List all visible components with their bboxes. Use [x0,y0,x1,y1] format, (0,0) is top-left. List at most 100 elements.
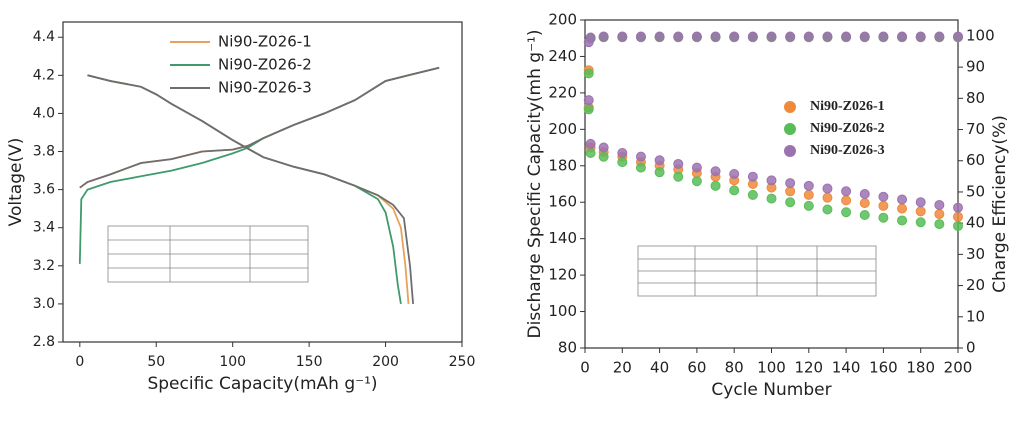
point [729,31,740,42]
point [841,195,852,206]
point [915,206,926,217]
legend-label: Ni90-Z026-3 [810,143,885,158]
y-tick-label: 3.2 [33,258,55,274]
y2-tick-label: 0 [966,339,976,357]
point [710,166,721,177]
point [585,148,596,159]
y-tick-label: 200 [548,120,577,138]
point [785,31,796,42]
point [934,31,945,42]
x-tick-label: 180 [906,359,935,377]
y-tick-label: 4.4 [33,29,55,45]
y2-tick-label: 90 [966,58,985,76]
x-tick-label: 50 [147,354,165,370]
legend-label: Ni90-Z026-1 [218,33,312,51]
y2-tick-label: 10 [966,307,985,325]
point [822,183,833,194]
x-tick-label: 160 [869,359,898,377]
x-tick-label: 0 [75,354,84,370]
point [747,31,758,42]
y-tick-label: 4.2 [33,67,55,83]
point [822,31,833,42]
x-tick-label: 60 [687,359,706,377]
y2-tick-label: 30 [966,245,985,263]
x-tick-label: 100 [757,359,786,377]
point [766,193,777,204]
point [585,138,596,149]
legend-swatch [784,101,796,113]
point [859,198,870,209]
point [673,158,684,169]
x-tick-label: 140 [832,359,861,377]
chart: 0 20 40 60 80 100 120 140 160 180 2008010012014016… [525,11,1010,401]
point [785,197,796,208]
point [841,186,852,197]
x-axis-label: Cycle Number [711,380,831,400]
point [785,186,796,197]
point [897,215,908,226]
x-tick-label: 200 [372,354,399,370]
point [841,31,852,42]
point [934,219,945,230]
point [617,157,628,168]
y-tick-label: 220 [548,83,577,101]
point [915,31,926,42]
x-axis-label: Specific Capacity(mAh g⁻¹) [147,374,377,394]
point [859,189,870,200]
point [654,155,665,166]
point [878,200,889,211]
point [878,31,889,42]
x-tick-label: 0 [580,359,590,377]
y-tick-label: 3.8 [33,144,55,160]
x-tick-label: 250 [449,354,476,370]
x-tick-label: 80 [725,359,744,377]
x-tick-label: 120 [794,359,823,377]
point [635,31,646,42]
x-tick-label: 200 [944,359,973,377]
y-tick-label: 180 [548,156,577,174]
point [691,162,702,173]
y2-tick-label: 60 [966,151,985,169]
plot-frame [62,21,463,343]
point [598,142,609,153]
point [878,212,889,223]
point [915,197,926,208]
point [729,168,740,179]
point [673,171,684,182]
point [747,171,758,182]
point [859,31,870,42]
point [803,180,814,191]
legend-label: Ni90-Z026-1 [810,99,885,114]
point [841,207,852,218]
point [583,104,594,115]
y-tick-label: 4.0 [33,105,55,121]
y-axis-label: Voltage(V) [6,138,26,227]
point [953,220,963,231]
point [878,191,889,202]
y2-tick-label: 50 [966,182,985,200]
point [673,31,684,42]
y-tick-label: 140 [548,229,577,247]
point [897,31,908,42]
legend-swatch [784,145,796,157]
point [915,217,926,228]
point [598,151,609,162]
y2-tick-label: 100 [966,26,995,44]
point [934,199,945,210]
x-tick-label: 20 [613,359,632,377]
point [598,31,609,42]
point [583,95,594,106]
legend-label: Ni90-Z026-2 [218,56,312,74]
legend-label: Ni90-Z026-3 [218,79,312,97]
point [803,189,814,200]
y-tick-label: 100 [548,302,577,320]
y-tick-label: 3.4 [33,220,55,236]
x-tick-label: 150 [296,354,323,370]
x-tick-label: 100 [219,354,246,370]
point [691,31,702,42]
point [897,194,908,205]
y-tick-label: 240 [548,47,577,65]
point [934,209,945,220]
y-tick-label: 3.0 [33,296,55,312]
y-tick-label: 3.6 [33,182,55,198]
